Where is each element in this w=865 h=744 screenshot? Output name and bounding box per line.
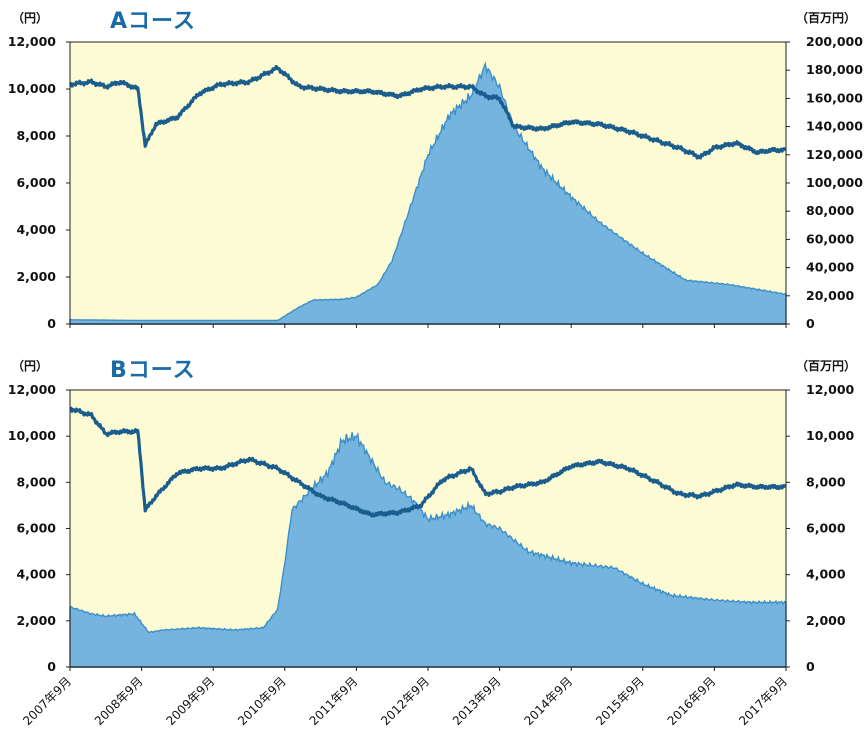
right-tick-label: 20,000 (806, 288, 855, 303)
chart-b-left-unit: （円） (12, 358, 48, 373)
x-tick-label: 2009年9月 (163, 674, 217, 728)
x-tick-label: 2012年9月 (378, 674, 432, 728)
right-tick-label: 60,000 (806, 231, 855, 246)
right-tick-label: 40,000 (806, 260, 855, 275)
x-tick-label: 2014年9月 (521, 674, 575, 728)
left-tick-label: 0 (47, 316, 56, 331)
chart-a: （円） （百万円） Aコース 0 2,000 4,000 6,000 8,000 10,0… (8, 9, 863, 331)
chart-a-left-unit: （円） (12, 10, 48, 25)
chart-b-right-unit: （百万円） (796, 358, 856, 373)
right-tick-label: 8,000 (806, 474, 846, 489)
right-tick-label: 120,000 (806, 147, 863, 162)
x-tick-label: 2015年9月 (593, 674, 647, 728)
chart-a-right-unit: （百万円） (796, 10, 856, 25)
x-tick-label: 2016年9月 (665, 674, 719, 728)
chart-b: （円） （百万円） Bコース 0 2,000 4,000 6,000 8,000 10,0… (8, 358, 856, 674)
left-tick-label: 2,000 (16, 269, 56, 284)
left-tick-label: 12,000 (8, 382, 57, 397)
right-tick-label: 100,000 (806, 175, 863, 190)
left-tick-label: 10,000 (8, 81, 57, 96)
right-tick-label: 0 (806, 659, 815, 674)
left-tick-label: 4,000 (16, 567, 56, 582)
x-tick-label: 2011年9月 (307, 674, 361, 728)
left-tick-label: 12,000 (8, 34, 57, 49)
left-tick-label: 2,000 (16, 613, 56, 628)
right-tick-label: 200,000 (806, 34, 863, 49)
right-tick-label: 160,000 (806, 90, 863, 105)
right-tick-label: 180,000 (806, 62, 863, 77)
x-tick-label: 2010年9月 (235, 674, 289, 728)
x-tick-label: 2007年9月 (20, 674, 74, 728)
left-tick-label: 8,000 (16, 128, 56, 143)
chart-a-title: Aコース (110, 9, 196, 34)
right-tick-label: 4,000 (806, 567, 846, 582)
left-tick-label: 6,000 (16, 175, 56, 190)
left-tick-label: 6,000 (16, 521, 56, 536)
x-axis-labels: 2007年9月 2008年9月 2009年9月 2010年9月 2011年9月 2012年… (20, 674, 790, 728)
right-tick-label: 0 (806, 316, 815, 331)
chart-b-title: Bコース (110, 358, 196, 383)
right-tick-label: 140,000 (806, 119, 863, 134)
x-tick-label: 2008年9月 (92, 674, 146, 728)
x-tick-label: 2013年9月 (450, 674, 504, 728)
right-tick-label: 12,000 (806, 382, 855, 397)
x-tick-label: 2017年9月 (736, 674, 790, 728)
right-tick-label: 80,000 (806, 203, 855, 218)
left-tick-label: 4,000 (16, 222, 56, 237)
left-tick-label: 8,000 (16, 474, 56, 489)
left-tick-label: 10,000 (8, 428, 57, 443)
right-tick-label: 6,000 (806, 521, 846, 536)
right-tick-label: 2,000 (806, 613, 846, 628)
left-tick-label: 0 (47, 659, 56, 674)
right-tick-label: 10,000 (806, 428, 855, 443)
